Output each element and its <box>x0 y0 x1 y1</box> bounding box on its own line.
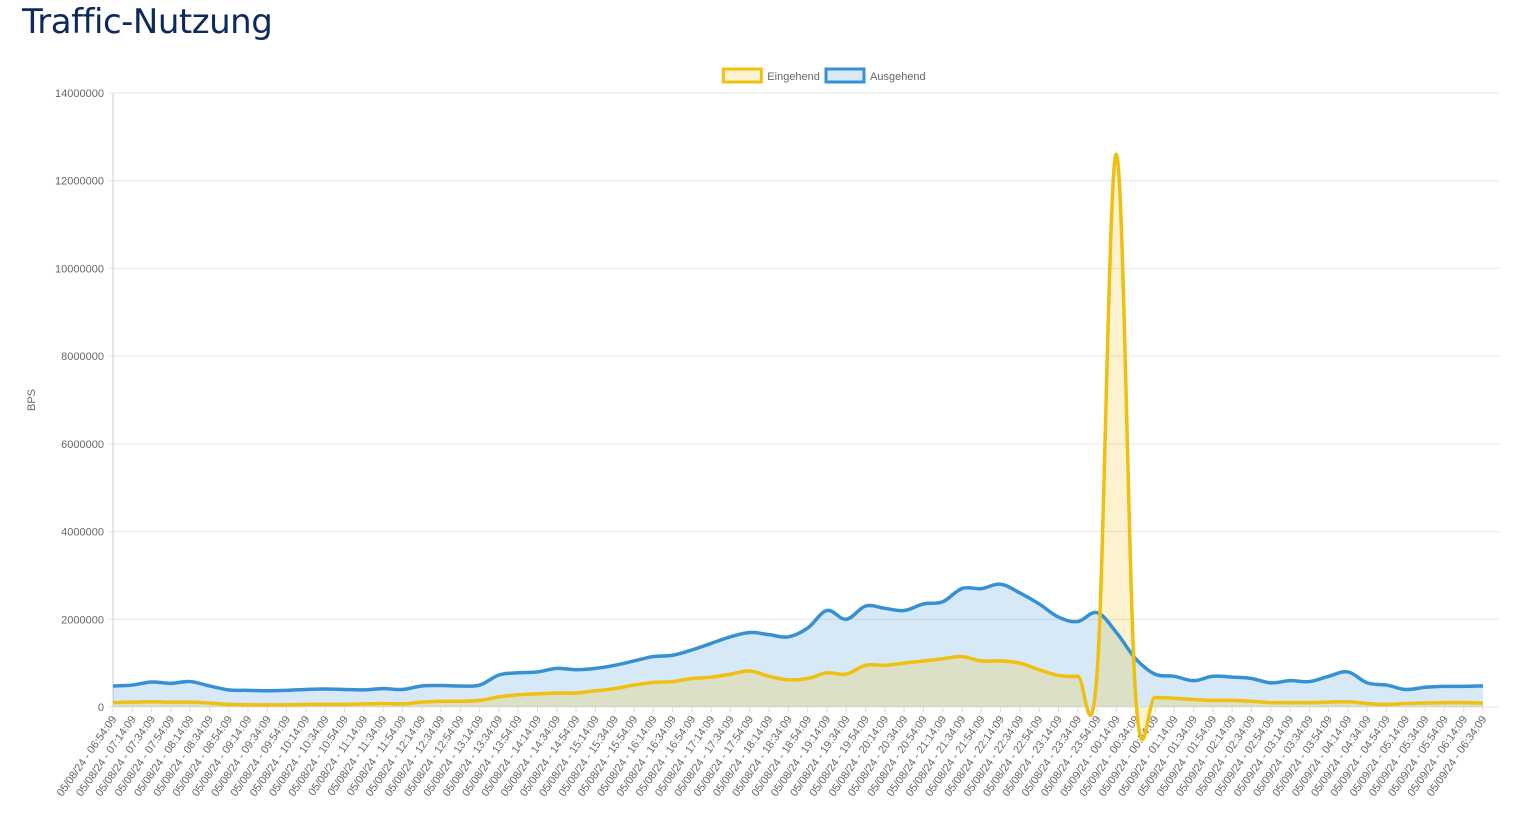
y-tick-label: 6000000 <box>61 439 104 451</box>
series-line <box>112 152 1484 742</box>
y-tick-label: 10000000 <box>55 263 104 275</box>
y-tick-label: 12000000 <box>55 176 104 188</box>
y-axis-label: BPS <box>26 389 38 411</box>
y-tick-label: 2000000 <box>61 614 104 626</box>
series-line <box>112 582 1484 693</box>
y-tick-label: 0 <box>98 702 104 714</box>
legend-swatch <box>721 67 763 84</box>
series-area <box>113 584 1483 707</box>
y-tick-label: 14000000 <box>55 88 104 100</box>
legend-label: Ausgehend <box>870 71 926 83</box>
y-tick-label: 8000000 <box>61 351 104 363</box>
y-tick-label: 4000000 <box>61 527 104 539</box>
legend-label: Eingehend <box>767 71 820 83</box>
page-title: Traffic-Nutzung <box>22 2 273 42</box>
legend-swatch <box>824 67 866 84</box>
